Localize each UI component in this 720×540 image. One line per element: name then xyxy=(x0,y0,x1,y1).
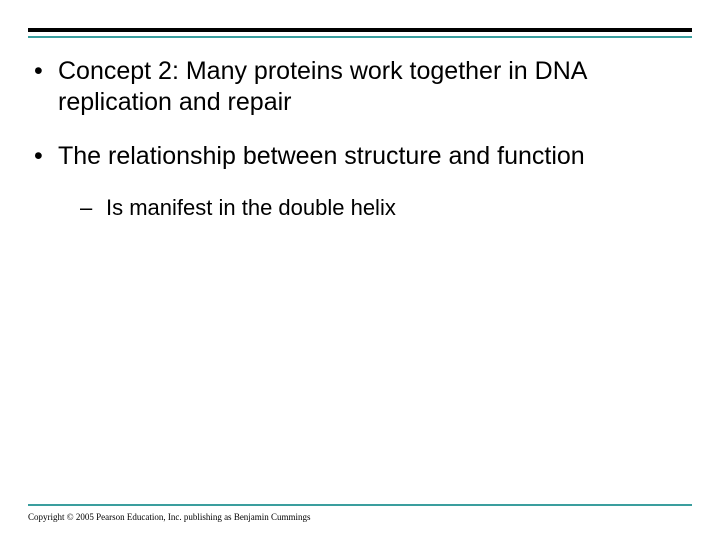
sub-bullet-text: Is manifest in the double helix xyxy=(106,194,692,223)
top-rule-teal xyxy=(28,36,692,38)
copyright-text: Copyright © 2005 Pearson Education, Inc.… xyxy=(28,512,311,522)
sub-bullet-marker: – xyxy=(76,194,106,223)
bullet-text: The relationship between structure and f… xyxy=(58,141,692,172)
bullet-marker: • xyxy=(28,141,58,172)
bullet-item: • The relationship between structure and… xyxy=(28,141,692,172)
slide: • Concept 2: Many proteins work together… xyxy=(0,0,720,540)
bullet-item: • Concept 2: Many proteins work together… xyxy=(28,56,692,119)
top-rule-black xyxy=(28,28,692,32)
sub-bullet-item: – Is manifest in the double helix xyxy=(76,194,692,223)
slide-content: • Concept 2: Many proteins work together… xyxy=(28,56,692,222)
bottom-rule-teal xyxy=(28,504,692,506)
bullet-text: Concept 2: Many proteins work together i… xyxy=(58,56,692,119)
bullet-marker: • xyxy=(28,56,58,87)
